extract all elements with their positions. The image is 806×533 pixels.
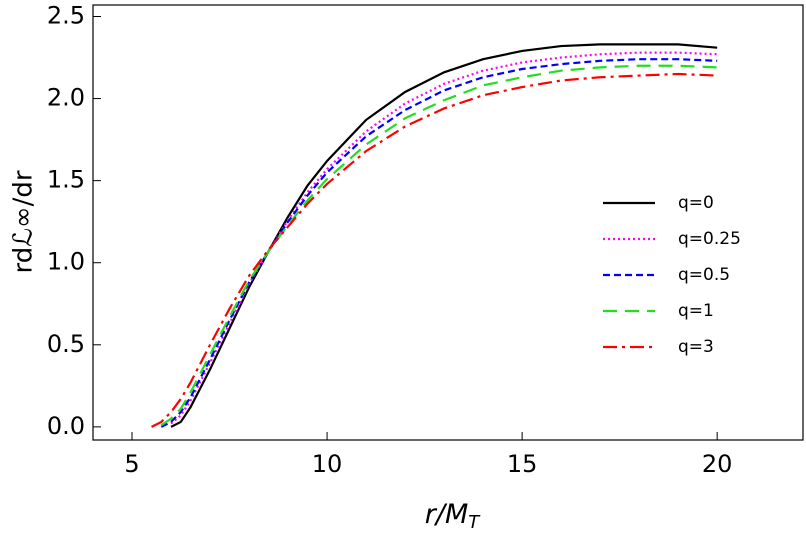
y-axis-label: rdℒ∞/dr (9, 170, 39, 273)
x-tick-label: 15 (507, 450, 538, 478)
x-tick-label: 10 (312, 450, 343, 478)
legend-label: q=1 (678, 301, 714, 321)
x-axis-label-sub: T (468, 512, 481, 533)
y-tick-label: 0.5 (47, 330, 85, 358)
legend-label: q=0 (678, 193, 714, 213)
x-axis-label-main: r/M (425, 499, 469, 530)
legend-label: q=0.25 (678, 229, 741, 249)
y-tick-label: 0.0 (47, 412, 85, 440)
x-tick-label: 20 (702, 450, 733, 478)
series-line (160, 58, 718, 428)
y-tick-label: 1.0 (47, 248, 85, 276)
legend-label: q=3 (678, 337, 714, 357)
legend-label: q=0.5 (678, 265, 730, 285)
plot-frame (92, 4, 804, 441)
x-tick-label: 5 (124, 450, 139, 478)
series-line (151, 72, 718, 428)
y-tick-label: 2.0 (47, 84, 85, 112)
series-line (160, 64, 718, 427)
series-line (170, 43, 718, 428)
x-axis-label: r/MT (425, 499, 482, 533)
series-line (170, 51, 718, 425)
y-tick-label: 2.5 (47, 1, 85, 29)
y-tick-label: 1.5 (47, 166, 85, 194)
